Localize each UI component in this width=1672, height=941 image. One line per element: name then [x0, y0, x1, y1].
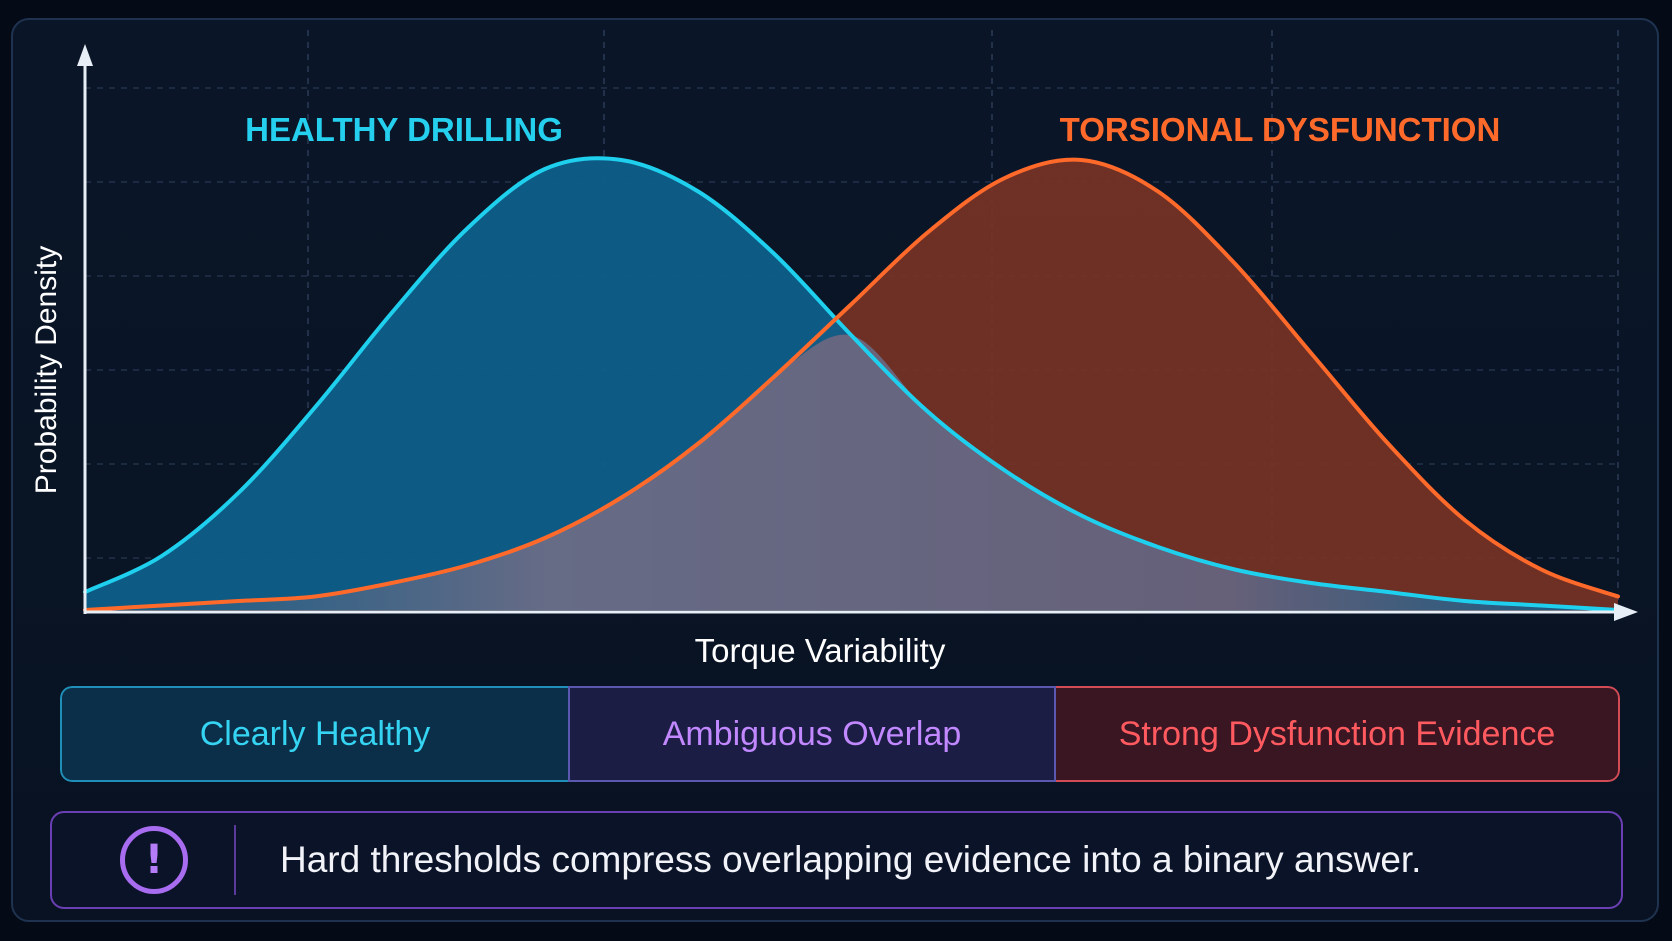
y-axis-arrow: [77, 44, 93, 66]
series-label-dysfunction: TORSIONAL DYSFUNCTION: [1060, 111, 1501, 148]
evidence-zones-bar: Clearly Healthy Ambiguous Overlap Strong…: [60, 686, 1620, 782]
threshold-note: ! Hard thresholds compress overlapping e…: [50, 811, 1623, 909]
y-axis-label: Probability Density: [30, 246, 63, 494]
zone-ambiguous-overlap: Ambiguous Overlap: [568, 686, 1056, 782]
note-divider: [234, 825, 236, 895]
x-axis-label: Torque Variability: [695, 632, 946, 669]
alert-circle-icon: !: [120, 826, 188, 894]
axes: [77, 44, 1638, 621]
zone-strong-dysfunction: Strong Dysfunction Evidence: [1056, 686, 1620, 782]
density-areas: [85, 158, 1618, 610]
zone-clearly-healthy: Clearly Healthy: [60, 686, 568, 782]
healthy-curve: [83, 156, 1620, 612]
series-label-healthy: HEALTHY DRILLING: [245, 111, 563, 148]
overlap-area: [85, 334, 1618, 610]
dysfunction-curve: [83, 157, 1620, 612]
density-curves: [83, 156, 1620, 612]
note-text: Hard thresholds compress overlapping evi…: [280, 839, 1422, 880]
x-axis-arrow: [1614, 603, 1638, 621]
